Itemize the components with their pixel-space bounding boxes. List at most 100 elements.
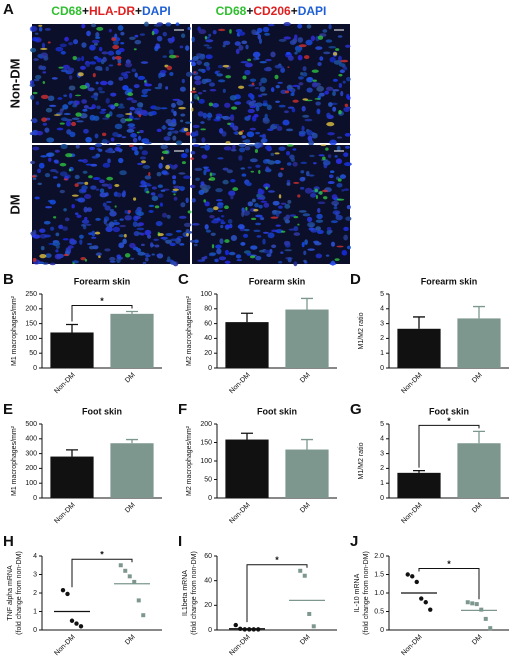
nucleus <box>249 127 256 131</box>
nucleus <box>85 62 90 68</box>
nucleus <box>337 35 343 38</box>
nucleus <box>166 214 171 219</box>
nucleus <box>74 212 79 216</box>
nucleus <box>193 243 198 247</box>
point <box>242 627 247 632</box>
nucleus <box>191 222 200 226</box>
stain <box>117 63 122 66</box>
nucleus <box>203 44 210 47</box>
nucleus <box>329 139 337 146</box>
stain <box>47 41 51 44</box>
stain <box>337 178 342 182</box>
nucleus <box>267 23 275 27</box>
nucleus <box>148 210 154 213</box>
nucleus <box>244 145 251 151</box>
stain <box>151 30 155 36</box>
nucleus <box>130 257 135 260</box>
nucleus <box>159 70 167 74</box>
nucleus <box>241 135 247 139</box>
stain <box>238 85 245 89</box>
nucleus <box>344 132 351 137</box>
nucleus <box>62 238 69 241</box>
nucleus <box>220 224 224 229</box>
panel-letter: C <box>178 271 189 288</box>
nucleus <box>328 102 333 107</box>
nucleus <box>237 224 245 230</box>
stain <box>311 69 319 73</box>
nucleus <box>156 253 161 257</box>
nucleus <box>252 51 261 58</box>
nucleus <box>161 212 168 218</box>
stain <box>133 197 137 201</box>
nucleus <box>192 124 200 129</box>
nucleus <box>98 90 106 94</box>
nucleus <box>256 197 264 200</box>
nucleus <box>318 154 325 157</box>
nucleus <box>112 221 120 226</box>
nucleus <box>32 146 40 151</box>
nucleus <box>282 119 290 126</box>
nucleus <box>222 88 226 93</box>
panel-letter: A <box>3 1 14 18</box>
nucleus <box>278 146 286 151</box>
nucleus <box>107 50 115 56</box>
nucleus <box>108 28 112 33</box>
nucleus <box>249 78 257 82</box>
nucleus <box>89 61 97 65</box>
column-header: CD68+CD206+DAPI <box>216 4 327 18</box>
nucleus <box>209 88 217 92</box>
y-tick-label: 5 <box>380 291 384 298</box>
nucleus <box>201 137 206 143</box>
y-axis-label: M2 macrophages/mm² <box>186 295 193 366</box>
nucleus <box>263 183 271 189</box>
nucleus <box>171 102 176 108</box>
stain <box>75 112 82 117</box>
nucleus <box>297 85 301 90</box>
nucleus <box>248 101 255 107</box>
nucleus <box>39 228 46 233</box>
nucleus <box>253 113 259 118</box>
nucleus <box>280 251 284 254</box>
nucleus <box>217 79 226 83</box>
point <box>69 618 75 623</box>
nucleus <box>258 94 263 98</box>
nucleus <box>32 37 38 42</box>
nucleus <box>192 61 196 67</box>
stain <box>128 144 134 148</box>
nucleus <box>77 197 86 203</box>
nucleus <box>333 60 342 65</box>
nucleus <box>232 125 239 131</box>
nucleus <box>54 253 62 260</box>
nucleus <box>206 207 214 213</box>
point <box>423 600 428 605</box>
nucleus <box>172 135 177 141</box>
chart-title: Foot skin <box>257 406 297 416</box>
y-tick-label: 400 <box>25 436 37 443</box>
nucleus <box>114 33 118 39</box>
nucleus <box>238 45 244 51</box>
chart-title: Foot skin <box>82 406 122 416</box>
nucleus <box>140 109 148 115</box>
y-axis-label-line: M1 macrophages/mm² <box>11 425 18 496</box>
y-tick-label: 150 <box>200 439 212 446</box>
stain <box>138 113 142 118</box>
y-tick-label: 300 <box>25 450 37 457</box>
y-axis-label: M1 macrophages/mm² <box>11 295 18 366</box>
nucleus <box>328 24 332 30</box>
y-tick-label: 500 <box>25 421 37 428</box>
stain <box>286 144 294 147</box>
x-tick-label: DM <box>299 372 312 385</box>
nucleus <box>278 260 283 264</box>
nucleus <box>284 203 291 209</box>
nucleus <box>144 21 149 27</box>
x-tick-label: DM <box>471 634 484 647</box>
nucleus <box>202 112 208 119</box>
y-tick-label: 0 <box>208 495 212 502</box>
nucleus <box>278 205 283 209</box>
nucleus <box>189 184 196 189</box>
y-tick-label: 50 <box>204 476 212 483</box>
nucleus <box>202 89 207 92</box>
nucleus <box>140 61 149 64</box>
nucleus <box>32 234 41 239</box>
stain <box>265 186 268 190</box>
